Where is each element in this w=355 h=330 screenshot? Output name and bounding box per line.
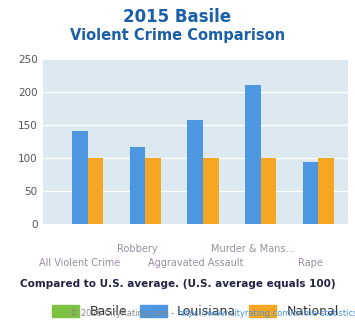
Text: Rape: Rape <box>298 258 323 268</box>
Bar <box>187 120 203 224</box>
Text: 2015 Basile: 2015 Basile <box>124 8 231 26</box>
Bar <box>88 158 103 224</box>
Text: Murder & Mans...: Murder & Mans... <box>211 244 295 254</box>
Bar <box>261 158 276 224</box>
Legend: Basile, Louisiana, National: Basile, Louisiana, National <box>47 300 344 323</box>
Bar <box>303 162 318 224</box>
Text: Violent Crime Comparison: Violent Crime Comparison <box>70 28 285 43</box>
Text: All Violent Crime: All Violent Crime <box>39 258 120 268</box>
Text: Aggravated Assault: Aggravated Assault <box>147 258 243 268</box>
Bar <box>72 131 88 224</box>
Bar <box>318 158 334 224</box>
Text: https://www.cityrating.com/crime-statistics/: https://www.cityrating.com/crime-statist… <box>178 309 355 317</box>
Bar <box>245 85 261 224</box>
Bar <box>203 158 219 224</box>
Text: © 2025 CityRating.com -: © 2025 CityRating.com - <box>71 309 178 317</box>
Bar <box>130 147 145 224</box>
Text: Robbery: Robbery <box>117 244 158 254</box>
Text: Compared to U.S. average. (U.S. average equals 100): Compared to U.S. average. (U.S. average … <box>20 279 335 289</box>
Bar <box>145 158 161 224</box>
